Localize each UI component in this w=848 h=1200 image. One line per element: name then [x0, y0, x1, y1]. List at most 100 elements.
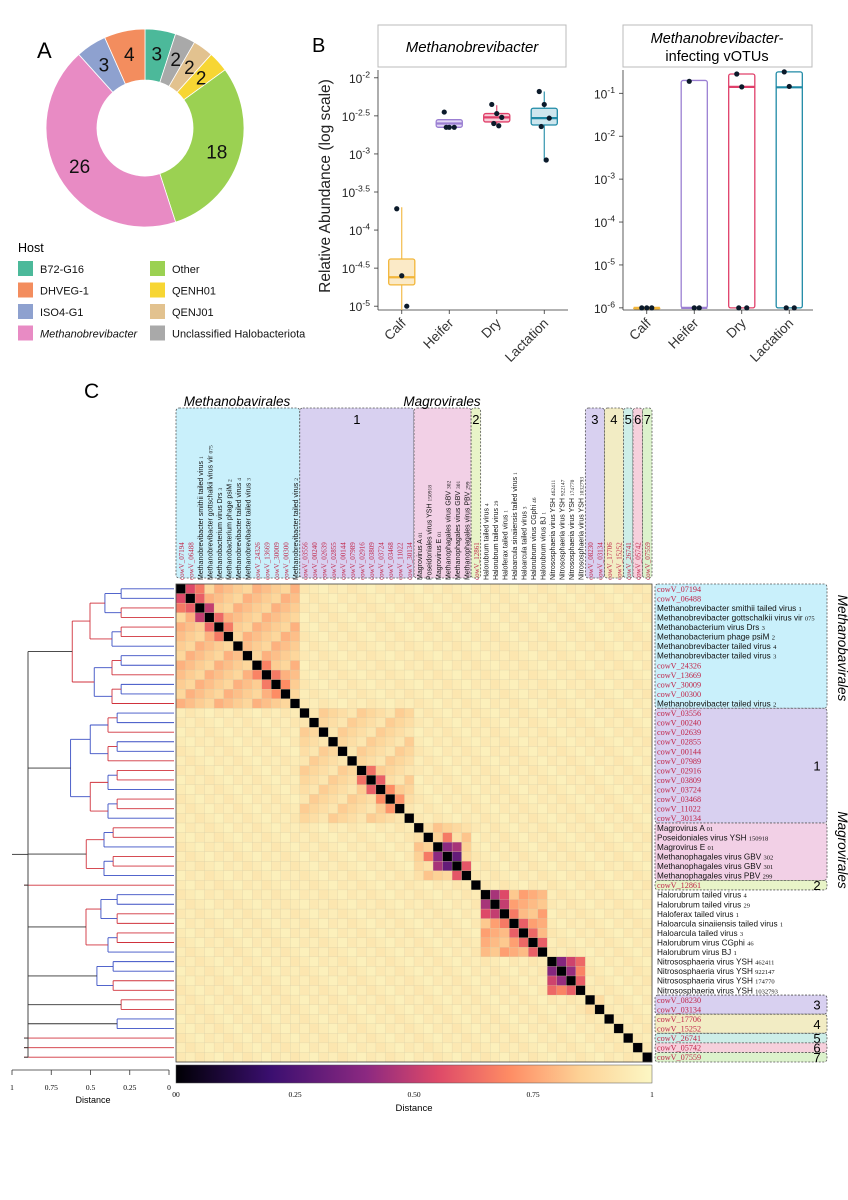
label-number: 01	[707, 826, 714, 833]
heatmap-cell	[490, 937, 501, 948]
heatmap-cell	[613, 908, 624, 920]
heatmap-cell	[480, 794, 491, 805]
heatmap-cell	[309, 803, 320, 814]
heatmap-cell	[385, 641, 396, 652]
heatmap-cell	[366, 583, 377, 595]
heatmap-cell	[547, 755, 558, 767]
heatmap-cell	[223, 908, 234, 920]
heatmap-cell	[451, 956, 463, 967]
heatmap-cell	[213, 794, 225, 805]
column-label: Methanophagales virus GBV 302	[445, 480, 452, 580]
heatmap-cell	[480, 784, 491, 795]
heatmap-cell	[585, 736, 596, 747]
heatmap-cell	[252, 880, 263, 891]
tick-base: 10	[594, 173, 608, 187]
heatmap-cell	[413, 593, 424, 604]
heatmap-cell	[347, 765, 358, 776]
heatmap-cell	[242, 698, 253, 709]
heatmap-cell	[204, 908, 215, 920]
heatmap-cell	[423, 784, 434, 795]
heatmap-cell	[575, 612, 586, 623]
heatmap-cell	[413, 622, 424, 633]
column-label: cowV_03809	[368, 542, 376, 580]
heatmap-cell	[413, 956, 424, 967]
heatmap-cell	[490, 1023, 501, 1034]
column-label: Poseidoniales virus YSH 150918	[426, 485, 433, 580]
column-label: Nitrososphaeria virus YSH 922147	[560, 479, 567, 580]
heatmap-cell	[451, 908, 463, 920]
heatmap-cell	[404, 1004, 415, 1015]
heatmap-cell	[290, 822, 301, 834]
column-label: Methanobrevibacter tailed virus 4	[236, 478, 243, 580]
heatmap-cell	[518, 966, 529, 977]
heatmap-cell	[442, 947, 453, 958]
heatmap-cell	[347, 622, 358, 633]
heatmap-cell	[194, 1004, 206, 1015]
heatmap-cell	[556, 784, 567, 795]
heatmap-cell	[271, 822, 282, 834]
heatmap-cell	[566, 947, 577, 958]
heatmap-cell	[252, 736, 263, 747]
heatmap-cell	[509, 889, 520, 900]
heatmap-cell	[328, 985, 339, 996]
heatmap-cell	[423, 832, 434, 843]
heatmap-cell	[204, 813, 215, 824]
heatmap-cell	[556, 889, 567, 900]
heatmap-cell	[623, 899, 634, 910]
heatmap-cell	[223, 851, 234, 862]
heatmap-cell	[337, 908, 348, 920]
heatmap-cell	[442, 631, 453, 642]
row-group-box	[654, 879, 828, 891]
heatmap-cell	[290, 880, 301, 891]
heatmap-cell	[518, 928, 529, 939]
heatmap-cell	[632, 698, 643, 709]
heatmap-cell	[223, 1042, 234, 1053]
heatmap-cell	[290, 583, 301, 595]
heatmap-cell	[252, 622, 263, 633]
heatmap-cell	[318, 966, 329, 977]
heatmap-cell	[509, 746, 520, 757]
heatmap-cell	[385, 956, 396, 967]
heatmap-cell	[385, 889, 396, 900]
heatmap-cell	[490, 880, 501, 891]
heatmap-cell	[470, 765, 482, 776]
heatmap-cell	[575, 928, 586, 939]
x-tick-label: Heifer	[420, 315, 456, 351]
heatmap-cell	[604, 803, 615, 814]
heatmap-cell	[509, 612, 520, 623]
row-label: cowV_15252	[657, 1025, 701, 1034]
heatmap-cell	[356, 1042, 367, 1053]
heatmap-cell	[470, 889, 482, 900]
heatmap-cell	[547, 851, 558, 862]
heatmap-cell	[528, 784, 539, 795]
heatmap-cell	[204, 794, 215, 805]
heatmap-cell	[642, 985, 653, 996]
heatmap-cell	[423, 650, 434, 661]
heatmap-cell	[509, 784, 520, 795]
heatmap-cell	[328, 1004, 339, 1015]
heatmap-cell	[470, 746, 482, 757]
heatmap-cell	[232, 899, 244, 910]
heatmap-cell	[290, 832, 301, 843]
heatmap-cell	[385, 755, 396, 767]
heatmap-cell	[423, 622, 434, 633]
tick-base: 10	[349, 300, 363, 314]
heatmap-cell	[347, 880, 358, 891]
heatmap-cell	[213, 746, 225, 757]
heatmap-cell	[451, 975, 463, 986]
heatmap-cell	[413, 746, 424, 757]
heatmap-cell	[585, 631, 596, 642]
heatmap-cell	[537, 631, 548, 642]
heatmap-cell	[442, 841, 453, 853]
heatmap-cell	[328, 956, 339, 967]
heatmap-cell	[518, 1042, 529, 1053]
heatmap-cell	[575, 1033, 586, 1044]
heatmap-cell	[461, 841, 472, 853]
column-group-label: 7	[644, 412, 651, 427]
heatmap-cell	[451, 822, 463, 834]
heatmap-cell	[394, 641, 405, 652]
heatmap-cell	[642, 708, 653, 719]
heatmap-cell	[461, 727, 472, 738]
row-label: cowV_05742	[657, 1044, 701, 1053]
